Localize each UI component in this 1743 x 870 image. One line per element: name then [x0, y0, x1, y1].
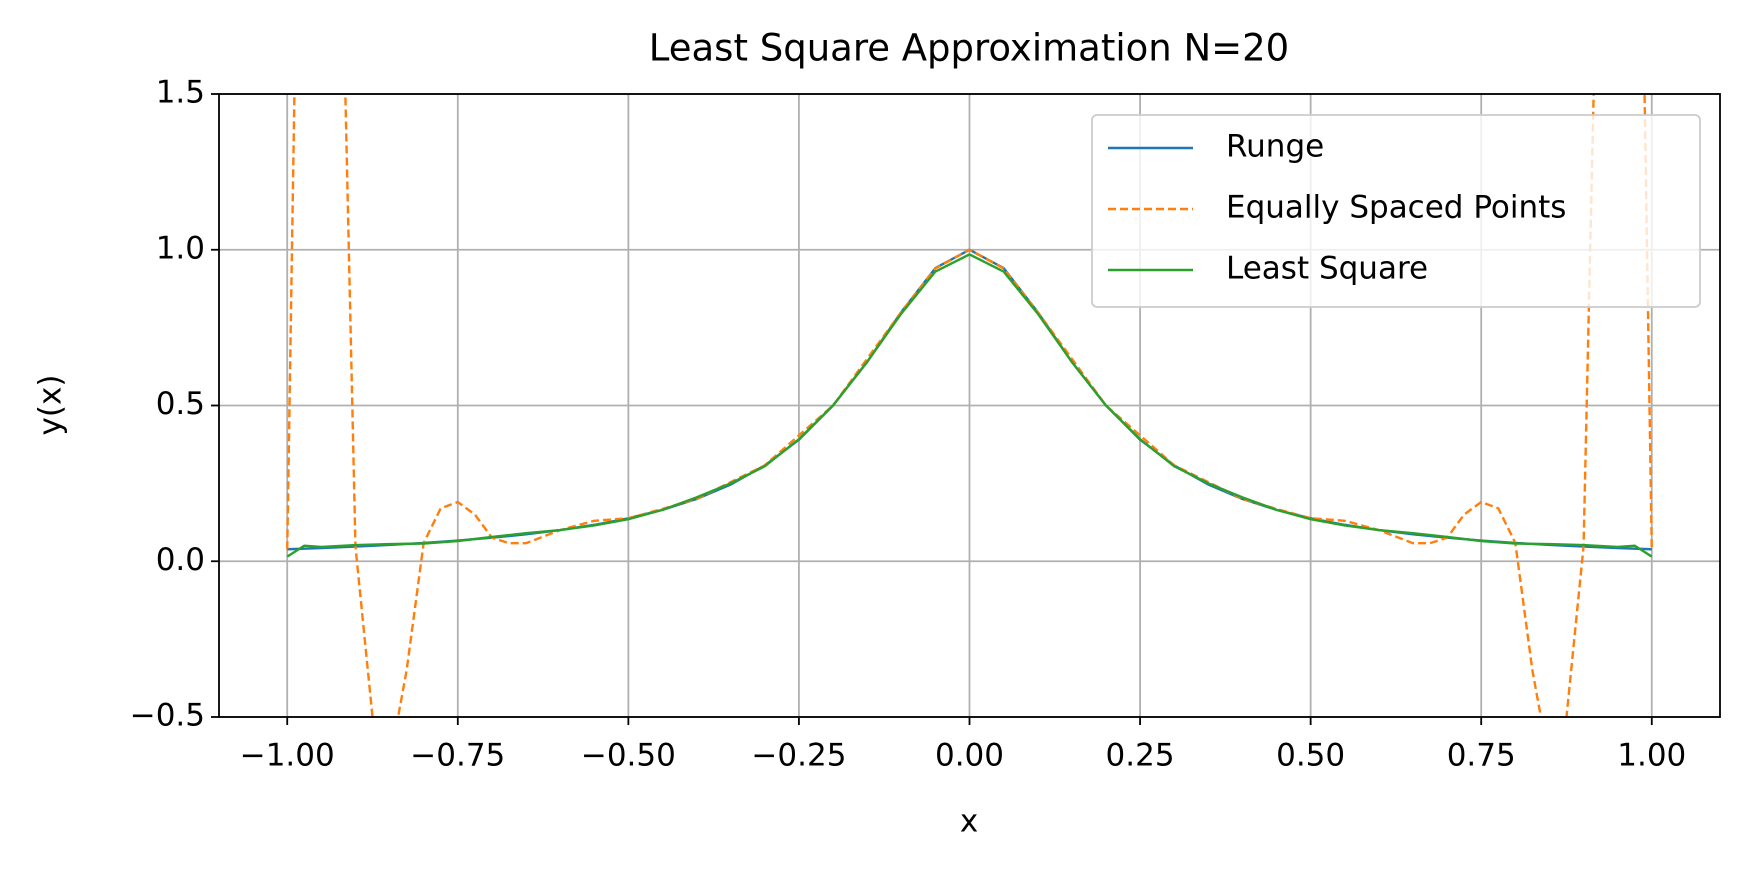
- x-tick-label: −1.00: [240, 738, 335, 774]
- y-tick-label: 0.5: [156, 386, 205, 422]
- legend-label: Equally Spaced Points: [1226, 190, 1566, 226]
- legend-label: Runge: [1226, 129, 1324, 165]
- x-axis-label: x: [960, 804, 978, 840]
- x-tick-label: −0.50: [581, 738, 676, 774]
- x-tick-label: −0.75: [410, 738, 505, 774]
- x-tick-label: 1.00: [1617, 738, 1686, 774]
- y-tick-label: 1.0: [156, 230, 205, 266]
- y-axis-label: y(x): [33, 375, 69, 436]
- y-tick-label: 0.0: [156, 542, 205, 578]
- x-tick-label: 0.50: [1276, 738, 1345, 774]
- legend-label: Least Square: [1226, 251, 1428, 287]
- axes-frame: [218, 93, 1721, 718]
- chart-title: Least Square Approximation N=20: [649, 27, 1289, 70]
- plot-area: [286, 94, 1653, 717]
- x-tick-label: 0.00: [935, 738, 1004, 774]
- series-line: [286, 253, 1653, 558]
- legend-box: [1091, 114, 1701, 308]
- y-tick-label: 1.5: [156, 75, 205, 111]
- x-tick-label: −0.25: [751, 738, 846, 774]
- x-tick-label: 0.25: [1106, 738, 1175, 774]
- x-tick-label: 0.75: [1447, 738, 1516, 774]
- y-tick-label: −0.5: [130, 698, 205, 734]
